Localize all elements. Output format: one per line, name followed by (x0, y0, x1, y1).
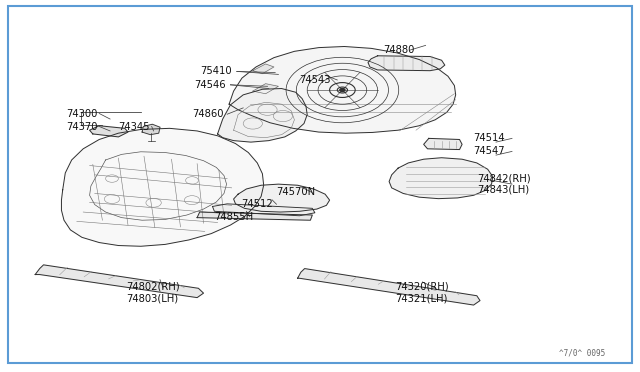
Text: 74546: 74546 (194, 80, 225, 90)
Polygon shape (61, 128, 264, 246)
Polygon shape (389, 158, 493, 199)
Polygon shape (298, 269, 480, 305)
Polygon shape (212, 204, 315, 216)
Polygon shape (253, 64, 274, 74)
Text: 74370: 74370 (66, 122, 97, 132)
Text: 74860: 74860 (192, 109, 223, 119)
Polygon shape (35, 265, 204, 298)
Polygon shape (253, 84, 278, 94)
Polygon shape (424, 138, 462, 150)
Polygon shape (90, 126, 128, 137)
Text: 74570N: 74570N (276, 187, 316, 197)
Text: ^7/0^ 0095: ^7/0^ 0095 (559, 349, 605, 358)
Text: 74842(RH)
74843(LH): 74842(RH) 74843(LH) (477, 173, 531, 195)
Polygon shape (368, 56, 445, 71)
Polygon shape (218, 89, 307, 142)
Polygon shape (234, 184, 330, 212)
Text: 75410: 75410 (200, 67, 232, 76)
Text: 74320(RH)
74321(LH): 74320(RH) 74321(LH) (396, 282, 449, 304)
Polygon shape (142, 124, 160, 135)
Text: 74514: 74514 (474, 134, 505, 143)
Circle shape (340, 89, 345, 92)
Text: 74345: 74345 (118, 122, 150, 132)
Text: 74300: 74300 (66, 109, 97, 119)
Text: 74543: 74543 (300, 75, 331, 85)
Text: 74802(RH)
74803(LH): 74802(RH) 74803(LH) (126, 282, 180, 304)
Polygon shape (229, 46, 456, 133)
Polygon shape (197, 212, 312, 220)
Text: 74880: 74880 (383, 45, 414, 55)
Text: 74547: 74547 (474, 147, 505, 156)
Text: 74512: 74512 (241, 199, 273, 209)
Text: 74855H: 74855H (214, 212, 253, 221)
